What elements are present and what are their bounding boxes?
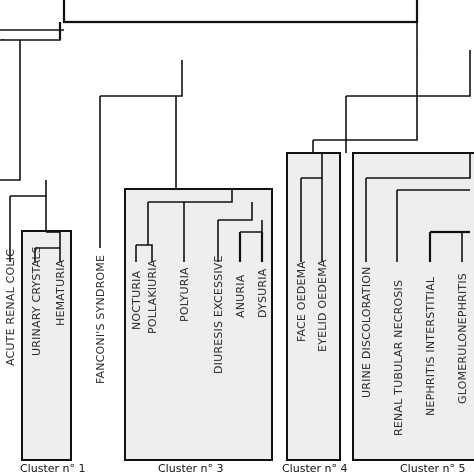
- leaf-polyuria: POLYURIA: [178, 267, 191, 322]
- cluster-5-label: Cluster n° 5: [400, 462, 466, 474]
- leaf-urine-discoloration: URINE DISCOLORATION: [360, 266, 373, 398]
- cluster-4-label: Cluster n° 4: [282, 462, 348, 474]
- leaf-nocturia: NOCTURIA: [130, 270, 143, 330]
- leaf-dysuria: DYSURIA: [256, 268, 269, 318]
- cluster-3-box: [124, 188, 273, 461]
- leaf-fanconi-syndrome: FANCONI'S SYNDROME: [94, 255, 107, 384]
- leaf-renal-tubular-necrosis: RENAL TUBULAR NECROSIS: [392, 280, 405, 436]
- leaf-face-oedema: FACE OEDEMA: [295, 261, 308, 342]
- leaf-nephritis-interstitial: NEPHRITIS INTERSTITIAL: [424, 276, 437, 416]
- cluster-5-box: [352, 152, 474, 461]
- leaf-diuresis-excessive: DIURESIS EXCESSIVE: [212, 255, 225, 374]
- leaf-urinary-crystals: URINARY CRYSTALS: [30, 246, 43, 356]
- leaf-acute-renal-colic: ACUTE RENAL COLIC: [4, 249, 17, 366]
- leaf-pollakiuria: POLLAKIURIA: [146, 259, 159, 334]
- cluster-3-label: Cluster n° 3: [158, 462, 224, 474]
- leaf-hematuria: HEMATURIA: [54, 259, 67, 326]
- cluster-1-label: Cluster n° 1: [20, 462, 86, 474]
- leaf-anuria: ANURIA: [234, 274, 247, 318]
- leaf-eyelid-oedema: EYELID OEDEMA: [316, 259, 329, 352]
- cluster-1-box: [21, 230, 72, 461]
- dendrogram-branches: [0, 0, 471, 262]
- leaf-glomerulonephritis: GLOMERULONEPHRITIS: [456, 273, 469, 404]
